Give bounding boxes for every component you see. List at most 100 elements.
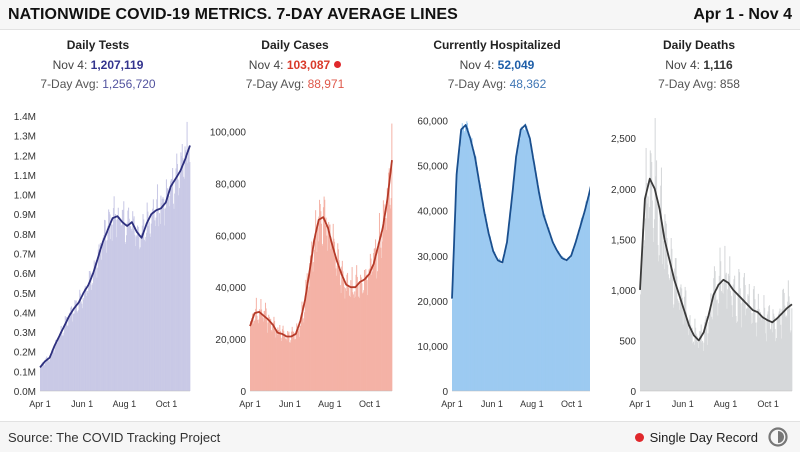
daily-bar: [656, 203, 658, 391]
daily-bar: [715, 292, 717, 391]
x-tick-label: Aug 1: [520, 399, 544, 409]
daily-bar: [717, 315, 719, 391]
daily-bar: [173, 208, 175, 391]
daily-bar: [653, 241, 655, 391]
daily-bar: [773, 316, 775, 391]
daily-bar: [776, 319, 778, 391]
daily-bar: [348, 287, 350, 391]
daily-bar: [582, 215, 584, 391]
daily-bar: [159, 213, 161, 391]
daily-bar: [532, 155, 534, 391]
daily-bar: [667, 264, 669, 391]
daily-bar: [52, 350, 54, 391]
daily-bar: [528, 136, 530, 391]
daily-bar: [81, 303, 83, 391]
daily-bar: [537, 189, 539, 391]
daily-bar: [789, 302, 791, 391]
daily-bar: [481, 202, 483, 391]
daily-bar: [674, 268, 676, 391]
daily-bar: [172, 203, 174, 391]
daily-bar: [462, 126, 464, 391]
daily-bar: [132, 218, 134, 391]
daily-bar: [90, 289, 92, 391]
daily-bar: [338, 260, 340, 391]
daily-bar: [371, 274, 373, 391]
daily-bar: [470, 136, 472, 391]
daily-bar: [341, 266, 343, 391]
y-tick-label: 0.6M: [14, 269, 36, 280]
daily-bar: [686, 322, 688, 391]
daily-bar: [302, 305, 304, 391]
daily-bar: [673, 304, 675, 391]
daily-bar: [281, 340, 283, 391]
daily-bar: [500, 263, 502, 391]
daily-bar: [368, 269, 370, 391]
x-tick-label: Apr 1: [629, 399, 651, 409]
daily-bar: [772, 309, 774, 391]
daily-bar: [571, 249, 573, 391]
daily-bar: [387, 188, 389, 391]
daily-bar: [654, 118, 656, 392]
daily-bar: [119, 220, 121, 391]
daily-bar: [663, 240, 665, 391]
daily-bar: [259, 310, 261, 391]
daily-bar: [182, 158, 184, 391]
daily-bar: [263, 321, 265, 391]
daily-bar: [103, 235, 105, 391]
daily-bar: [541, 213, 543, 391]
y-tick-label: 2,500: [611, 134, 636, 145]
daily-bar: [640, 278, 642, 391]
daily-bar: [290, 340, 292, 391]
y-tick-label: 1.1M: [14, 171, 36, 182]
daily-bar: [163, 225, 165, 391]
daily-bar: [722, 293, 725, 391]
daily-bar: [545, 225, 547, 391]
daily-bar: [466, 121, 468, 391]
daily-bar: [352, 292, 354, 391]
daily-bar: [547, 226, 549, 391]
y-tick-label: 500: [619, 336, 636, 347]
daily-bar: [720, 291, 722, 391]
daily-bar: [686, 312, 688, 391]
daily-bar: [137, 226, 139, 391]
daily-bar: [534, 167, 536, 391]
daily-bar: [539, 192, 541, 391]
daily-bar: [386, 230, 388, 391]
avg-prefix: 7-Day Avg:: [658, 77, 717, 91]
daily-bar: [354, 296, 356, 391]
daily-bar: [51, 349, 53, 391]
daily-bar: [155, 217, 157, 391]
daily-bar: [534, 167, 536, 391]
daily-bar: [100, 250, 102, 391]
daily-bar: [586, 203, 588, 391]
y-tick-label: 0.1M: [14, 367, 36, 378]
daily-bar: [665, 223, 667, 391]
daily-bar: [454, 229, 456, 391]
daily-bar: [560, 259, 562, 391]
daily-bar: [729, 256, 731, 391]
daily-bar: [568, 257, 570, 391]
y-tick-label: 0: [442, 387, 448, 398]
y-tick-label: 0: [630, 387, 636, 398]
daily-bar: [540, 203, 542, 391]
daily-bar: [189, 162, 191, 391]
daily-bar: [646, 182, 648, 391]
daily-bar: [651, 200, 653, 391]
daily-bar: [152, 199, 154, 391]
daily-bar: [524, 123, 526, 392]
daily-bar: [141, 225, 143, 391]
y-tick-label: 2,000: [611, 185, 636, 196]
daily-bar: [165, 207, 167, 391]
y-tick-label: 20,000: [417, 297, 448, 308]
daily-bar: [266, 332, 268, 391]
daily-bar: [665, 221, 667, 391]
daily-bar: [257, 323, 259, 391]
daily-bar: [768, 305, 771, 391]
daily-bar: [759, 311, 761, 391]
daily-bar: [466, 123, 468, 391]
daily-bar: [725, 272, 727, 391]
x-tick-label: Jun 1: [279, 399, 301, 409]
daily-bar: [749, 309, 751, 391]
daily-bar: [499, 258, 501, 391]
daily-bar: [315, 210, 317, 391]
